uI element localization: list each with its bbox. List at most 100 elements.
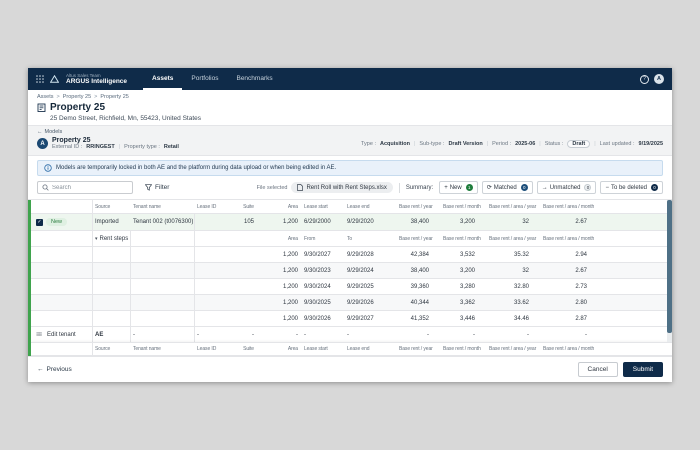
table-cell bbox=[31, 295, 93, 310]
summary-chip-unmatched[interactable]: → Unmatched 0 bbox=[536, 181, 597, 194]
breadcrumb: Assets > Property 25 > Property 25 bbox=[37, 94, 663, 100]
search-box[interactable] bbox=[37, 181, 133, 194]
step-rent-year: 38,400 bbox=[410, 267, 429, 274]
step-rent-month: 3,362 bbox=[459, 299, 475, 306]
row-checkbox[interactable]: ✓ bbox=[36, 218, 43, 226]
table-cell: Tenant 002 (t0076300) bbox=[131, 214, 195, 230]
column-header: Base rent / month bbox=[443, 235, 481, 242]
step-from: 9/30/2024 bbox=[304, 283, 331, 290]
status-badge: New bbox=[46, 218, 68, 226]
step-from: 9/30/2025 bbox=[304, 299, 331, 306]
meta-label: Last updated : bbox=[599, 140, 635, 147]
breadcrumb-item[interactable]: Assets bbox=[37, 94, 54, 100]
rent-step-row: 1,200 9/30/2024 9/29/2025 39,360 3,280 32.80 2… bbox=[31, 279, 672, 295]
table-cell bbox=[31, 263, 93, 278]
table-cell bbox=[599, 295, 672, 310]
tab-assets[interactable]: Assets bbox=[143, 68, 183, 90]
cancel-button[interactable]: Cancel bbox=[577, 362, 618, 377]
column-header: Area bbox=[287, 346, 298, 352]
table-cell bbox=[195, 311, 238, 326]
column-header bbox=[31, 200, 93, 213]
previous-arrow-icon: ← bbox=[37, 366, 44, 373]
model-meta-left: External ID : RRINGEST | Property type : R… bbox=[52, 144, 179, 150]
edit-tenant-button[interactable]: ≡≡ Edit tenant bbox=[31, 327, 93, 342]
submit-button[interactable]: Submit bbox=[622, 362, 663, 377]
table-cell bbox=[238, 263, 258, 278]
tab-portfolios[interactable]: Portfolios bbox=[191, 74, 219, 82]
step-rent-month: 3,446 bbox=[459, 315, 475, 322]
step-rent-area-year: 32.80 bbox=[513, 283, 529, 290]
table-cell bbox=[238, 231, 258, 246]
breadcrumb-item[interactable]: Property 25 bbox=[62, 94, 92, 100]
summary-chip-new[interactable]: + New 1 bbox=[439, 181, 478, 194]
step-rent-area-month: 2.87 bbox=[575, 315, 587, 322]
table-cell bbox=[238, 295, 258, 310]
meta-label: Sub-type : bbox=[419, 140, 445, 147]
file-chip[interactable]: Rent Roll with Rent Steps.xlsx bbox=[291, 182, 393, 193]
meta-value: RRINGEST bbox=[86, 144, 115, 150]
table-cell: 6/29/2000 bbox=[304, 219, 331, 225]
chip-label: Matched bbox=[493, 184, 517, 191]
column-header: Base rent / month bbox=[443, 346, 481, 352]
column-header: Base rent / area / year bbox=[489, 203, 537, 210]
rent-steps-header-row[interactable]: ▾ Rent steps Area From To Base rent / year Bas… bbox=[31, 231, 672, 247]
meta-divider: | bbox=[486, 140, 489, 147]
step-rent-year: 39,360 bbox=[410, 283, 429, 290]
edit-tenant-row[interactable]: ≡≡ Edit tenant AE - - - - - - - - - - bbox=[31, 327, 672, 342]
rent-steps-toggle[interactable]: ▾ Rent steps bbox=[93, 231, 131, 246]
chip-count-badge: 1 bbox=[465, 184, 473, 191]
file-icon bbox=[297, 184, 304, 191]
summary-label: Summary: bbox=[405, 184, 434, 191]
model-info: Property 25 External ID : RRINGEST | Prope… bbox=[52, 137, 179, 150]
rent-step-row: 1,200 9/30/2027 9/29/2028 42,384 3,532 35.32 2… bbox=[31, 247, 672, 263]
search-icon bbox=[42, 184, 49, 191]
user-avatar[interactable]: A bbox=[654, 74, 664, 84]
locked-banner-text: Models are temporarily locked in both AE… bbox=[56, 165, 337, 171]
vertical-scrollbar[interactable] bbox=[667, 200, 672, 342]
meta-value: 2025-06 bbox=[515, 140, 536, 147]
new-tenant-row[interactable]: ✓ New Imported Tenant 002 (t0076300) 105 1,20… bbox=[31, 214, 672, 231]
meta-label: Type : bbox=[361, 140, 376, 147]
step-rent-month: 3,200 bbox=[459, 267, 475, 274]
search-input[interactable] bbox=[52, 184, 128, 191]
table-cell bbox=[238, 247, 258, 262]
table-cell bbox=[93, 311, 131, 326]
table-cell bbox=[195, 279, 238, 294]
edit-tenant-label: Edit tenant bbox=[47, 332, 76, 338]
toolbar: Filter File selected Rent Roll with Rent… bbox=[28, 176, 672, 199]
tab-benchmarks[interactable]: Benchmarks bbox=[236, 74, 273, 82]
app-grid-icon[interactable] bbox=[36, 75, 44, 83]
model-avatar: A bbox=[37, 138, 48, 149]
edit-source: AE bbox=[93, 327, 131, 342]
summary-chip-matched[interactable]: ⟳ Matched 0 bbox=[481, 181, 533, 194]
step-to: 9/29/2027 bbox=[347, 315, 374, 322]
filter-button[interactable]: Filter bbox=[145, 184, 169, 191]
argus-logo-icon bbox=[50, 75, 59, 83]
topbar: Altus Sales Team ARGUS Intelligence Asse… bbox=[28, 68, 672, 90]
column-header: Source bbox=[95, 203, 111, 210]
help-icon[interactable]: ? bbox=[640, 74, 649, 84]
drag-handle-icon: ≡≡ bbox=[36, 332, 42, 338]
meta-value: Draft bbox=[567, 139, 591, 148]
summary-chip-to-be-deleted[interactable]: − To be deleted 0 bbox=[600, 181, 663, 194]
table-cell: - bbox=[427, 332, 429, 338]
column-header: Lease start bbox=[304, 346, 328, 352]
previous-label: Previous bbox=[46, 366, 72, 373]
table-bottom-header-row: Source Tenant name Lease ID Suite Area Lease … bbox=[31, 342, 672, 356]
step-rent-area-year: 35.32 bbox=[513, 251, 529, 258]
step-area: 1,200 bbox=[282, 299, 298, 306]
scrollbar-thumb[interactable] bbox=[667, 200, 672, 334]
toolbar-right: File selected Rent Roll with Rent Steps.… bbox=[257, 181, 663, 194]
table-cell bbox=[195, 295, 238, 310]
table-cell: 32 bbox=[522, 219, 529, 225]
step-to: 9/29/2025 bbox=[347, 283, 374, 290]
breadcrumb-item[interactable]: Property 25 bbox=[100, 94, 129, 100]
step-rent-area-month: 2.73 bbox=[575, 283, 587, 290]
table-cell bbox=[131, 295, 195, 310]
back-to-models-link[interactable]: ← Models bbox=[37, 129, 663, 135]
previous-button[interactable]: ← Previous bbox=[37, 366, 72, 373]
column-header: From bbox=[304, 235, 316, 242]
table-cell bbox=[131, 231, 195, 246]
table-cell bbox=[31, 247, 93, 262]
app-window: Altus Sales Team ARGUS Intelligence Asse… bbox=[28, 68, 672, 382]
